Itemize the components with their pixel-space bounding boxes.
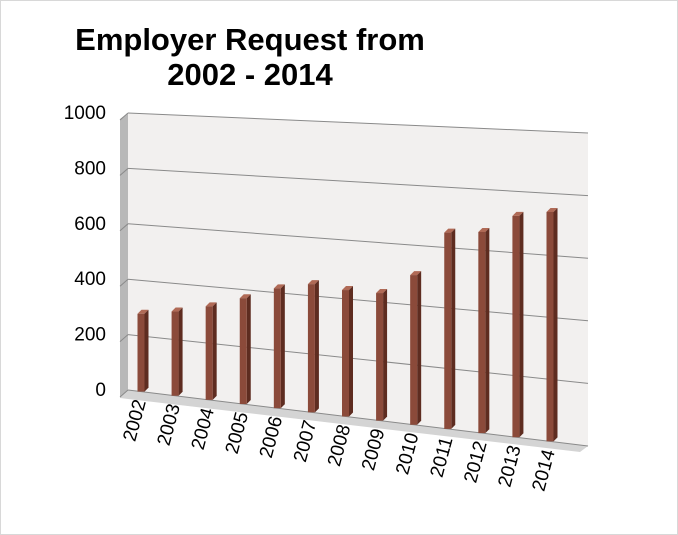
gridline-side [119,168,129,176]
bar-2006 [273,284,285,409]
chart-title-line-2: 2002 - 2014 [167,57,333,92]
y-tick-label: 400 [74,269,106,290]
bar-front [205,306,213,400]
x-tick-label: 2009 [358,426,389,472]
bar-front [478,231,486,434]
bar-side [553,207,558,442]
bar-top [205,302,217,307]
bar-front [342,290,349,417]
x-tick-label: 2011 [427,435,458,480]
bar-2014 [546,207,558,442]
x-tick-label: 2006 [256,414,287,460]
gridline [127,167,589,197]
x-tick-label: 2002 [120,397,151,443]
bar-2013 [512,211,524,438]
bar-2012 [478,227,490,434]
bar-side [212,302,217,400]
gridline [127,389,589,447]
bar-top [239,294,251,299]
bar-side [314,280,319,413]
bar-front [444,232,452,429]
x-tick-label: 2013 [495,443,526,489]
y-tick-label: 0 [95,380,106,401]
gridline [127,112,589,134]
bar-side [349,286,353,417]
gridline [127,278,589,322]
bar-side [485,227,490,434]
bar-top [444,228,456,233]
bar-front [171,311,179,396]
bar-top [342,286,353,291]
x-tick-label: 2010 [392,431,423,477]
bar-2007 [307,280,319,413]
gridline-side [119,112,129,121]
bar-side [383,289,388,421]
bar-side [451,228,456,429]
bar-front [546,211,554,442]
x-tick-label: 2003 [154,402,185,448]
bar-side [144,309,149,392]
gridline-side [119,334,129,342]
bar-2011 [444,228,456,429]
gridline-side [119,389,129,398]
bar-top [307,280,319,285]
y-axis-tick-labels: 0 200 400 600 800 1000 [64,103,106,401]
bar-2003 [171,307,183,396]
bar-front [137,313,145,392]
gridline-side [119,223,129,232]
y-tick-label: 200 [74,325,106,346]
gridline-side [119,278,129,287]
gridlines [119,112,589,447]
bar-top [376,289,388,294]
y-tick-label: 600 [74,214,106,235]
bar-top [137,309,149,314]
x-tick-label: 2004 [188,405,219,452]
bar-front [307,284,315,413]
bar-2008 [342,286,353,417]
x-tick-label: 2008 [324,422,355,468]
bar-2010 [410,271,422,425]
bar-front [239,298,247,405]
bar-side [178,307,183,396]
bar-top [478,227,490,232]
chart-title: Employer Request from 2002 - 2014 [60,22,440,92]
bar-2005 [239,294,251,405]
bar-top [171,307,183,312]
y-tick-label: 800 [74,158,106,179]
y-tick-label: 1000 [64,103,106,124]
bar-front [410,275,418,425]
x-tick-label: 2007 [290,418,321,464]
x-tick-label: 2014 [529,447,560,494]
gridline [127,334,589,384]
bar-front [512,215,520,438]
bar-top [273,284,285,289]
bar-top [410,271,422,276]
bars [137,207,558,442]
floor [120,390,588,452]
x-tick-label: 2005 [222,410,253,456]
bar-side [519,211,524,438]
side-wall [120,113,128,398]
bar-top [546,207,558,212]
bar-2009 [376,289,388,421]
gridline [127,223,589,259]
bar-side [280,284,285,409]
chart-title-line-1: Employer Request from [75,22,425,57]
bar-2002 [137,309,149,392]
bar-front [273,288,281,409]
x-tick-label: 2012 [460,439,491,485]
bar-top [512,211,524,216]
bar-2004 [205,302,217,400]
bar-side [417,271,422,425]
bar-front [376,293,384,421]
bar-side [246,294,251,405]
